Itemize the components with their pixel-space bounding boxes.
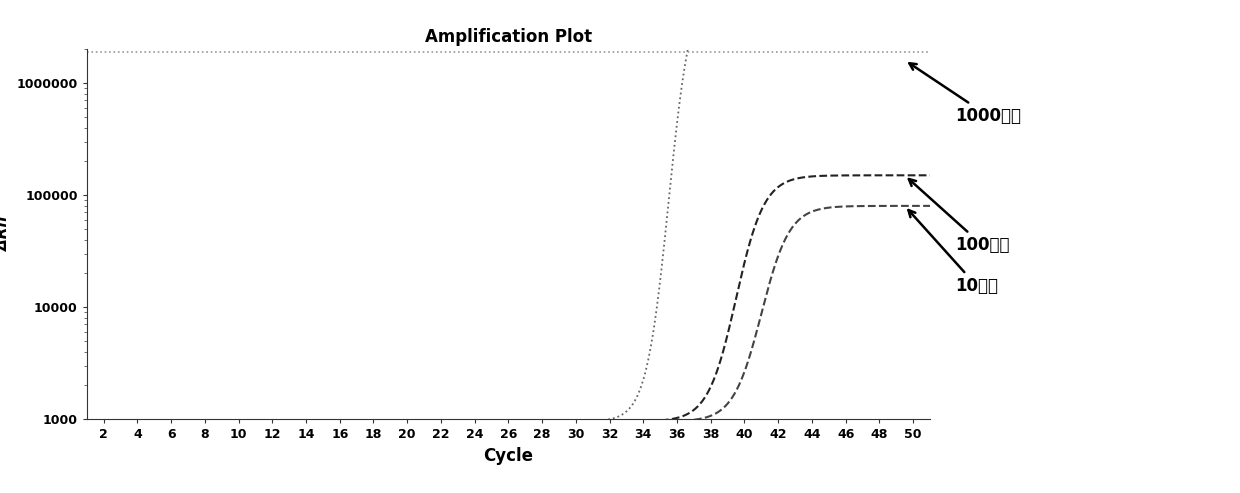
Text: 10拷贝: 10拷贝: [909, 210, 998, 295]
Text: 100拷贝: 100拷贝: [909, 179, 1009, 254]
X-axis label: Cycle: Cycle: [484, 447, 533, 464]
Text: 1000拷贝: 1000拷贝: [909, 63, 1022, 125]
Title: Amplification Plot: Amplification Plot: [425, 29, 591, 46]
Y-axis label: ΔRn: ΔRn: [0, 217, 11, 251]
